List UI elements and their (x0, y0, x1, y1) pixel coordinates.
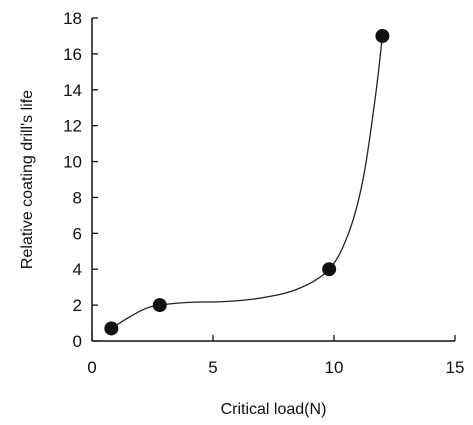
x-axis-title: Critical load(N) (221, 401, 327, 418)
y-tick-label: 4 (73, 260, 82, 279)
y-axis-title: Relative coating drill's life (19, 90, 36, 269)
y-tick-label: 6 (73, 224, 82, 243)
x-tick-label: 5 (208, 358, 217, 377)
y-tick-label: 2 (73, 296, 82, 315)
x-tick-label: 0 (87, 358, 96, 377)
x-tick-label: 15 (446, 358, 465, 377)
y-tick-label: 16 (63, 45, 82, 64)
y-tick-label: 10 (63, 153, 82, 172)
data-point (375, 28, 390, 43)
data-point (104, 321, 119, 336)
y-tick-label: 8 (73, 188, 82, 207)
data-point (152, 298, 167, 313)
trend-curve (111, 35, 384, 329)
y-tick-label: 0 (73, 332, 82, 351)
plot-area: 0 2 4 6 8 10 12 14 16 18 0 5 10 15 (63, 9, 464, 377)
y-tick-label: 14 (63, 81, 82, 100)
y-tick-label: 18 (63, 9, 82, 28)
y-tick-label: 12 (63, 117, 82, 136)
x-tick-label: 10 (325, 358, 344, 377)
data-point (322, 262, 337, 277)
